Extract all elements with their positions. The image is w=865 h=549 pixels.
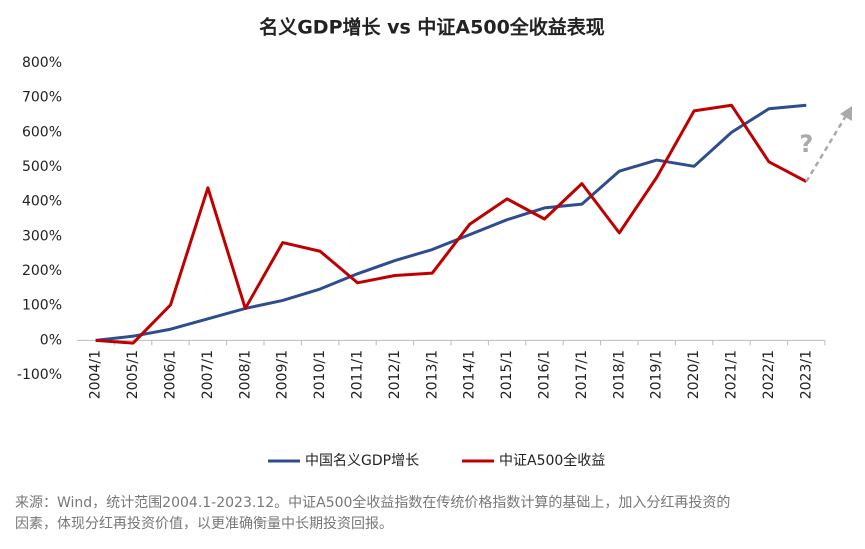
x-tick-label: 2010/1	[312, 350, 328, 399]
x-tick-label: 2004/1	[88, 350, 104, 399]
y-tick-label: 600%	[22, 124, 62, 140]
x-tick-label: 2009/1	[275, 350, 291, 399]
x-tick-label: 2015/1	[499, 350, 515, 399]
trend-arrow	[805, 113, 849, 183]
y-tick-label: 200%	[22, 263, 62, 279]
x-tick-label: 2013/1	[424, 350, 440, 399]
source-note: 因素，体现分红再投资价值，以更准确衡量中长期投资回报。	[15, 516, 393, 532]
x-tick-label: 2022/1	[761, 350, 777, 399]
y-tick-label: -100%	[17, 367, 62, 383]
x-tick-label: 2023/1	[798, 350, 814, 399]
x-tick-label: 2008/1	[237, 350, 253, 399]
y-tick-label: 500%	[22, 159, 62, 175]
y-tick-label: 300%	[22, 228, 62, 244]
series-line	[95, 103, 807, 342]
legend-label: 中证A500全收益	[499, 452, 605, 469]
x-tick-label: 2018/1	[611, 350, 627, 399]
x-tick-label: 2005/1	[125, 350, 141, 399]
x-tick-label: 2016/1	[537, 350, 553, 399]
x-tick-label: 2014/1	[462, 350, 478, 399]
x-tick-label: 2012/1	[387, 350, 403, 399]
x-tick-label: 2007/1	[200, 350, 216, 399]
series-line	[95, 103, 808, 345]
y-tick-label: 800%	[22, 55, 62, 71]
y-tick-label: 700%	[22, 90, 62, 106]
y-tick-label: 100%	[22, 298, 62, 314]
x-tick-label: 2011/1	[350, 350, 366, 399]
x-tick-label: 2006/1	[163, 350, 179, 399]
x-tick-label: 2019/1	[649, 350, 665, 399]
annotation: ?	[799, 130, 813, 158]
x-tick-label: 2017/1	[574, 350, 590, 399]
chart-title: 名义GDP增长 vs 中证A500全收益表现	[259, 16, 605, 39]
x-tick-label: 2021/1	[724, 350, 740, 399]
y-tick-label: 400%	[22, 194, 62, 210]
legend-label: 中国名义GDP增长	[305, 453, 419, 469]
source-note: 来源：Wind，统计范围2004.1-2023.12。中证A500全收益指数在传…	[15, 494, 730, 511]
arrow-head	[840, 106, 852, 121]
x-tick-label: 2020/1	[686, 350, 702, 399]
y-tick-label: 0%	[40, 332, 62, 348]
